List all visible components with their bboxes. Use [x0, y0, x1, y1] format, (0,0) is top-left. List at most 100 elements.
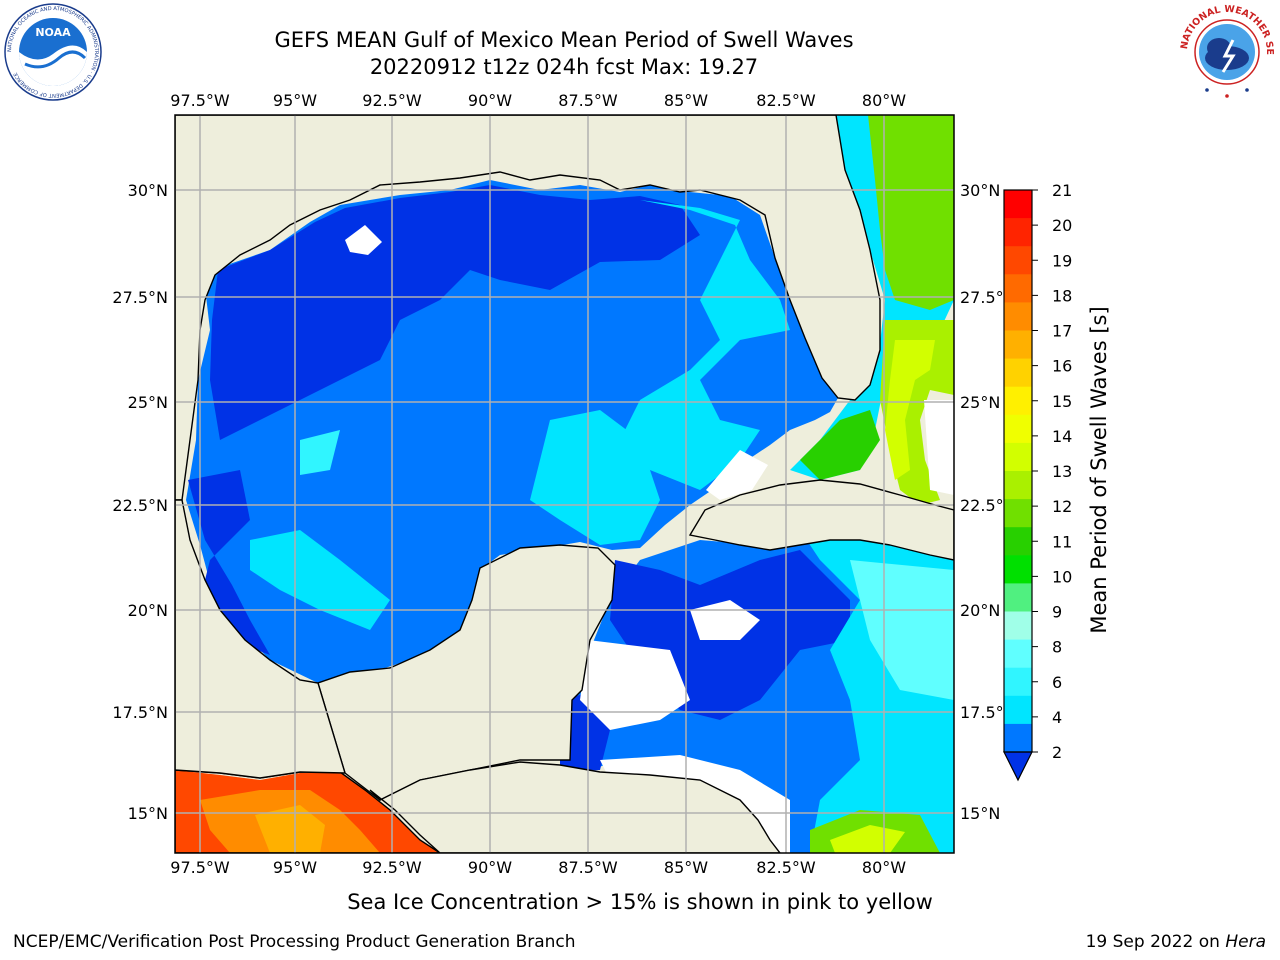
lat-tick-label-right: 27.5°N: [960, 288, 1016, 307]
map-frame: [174, 114, 955, 854]
colorbar-segment: [1004, 274, 1032, 303]
lon-tick-label-bottom: 85°W: [664, 858, 708, 877]
caribbean-lime: [830, 825, 905, 853]
colorbar-segment: [1004, 555, 1032, 584]
lat-tick-label-left: 17.5°N: [112, 703, 168, 722]
caribbean-cyan-light: [850, 560, 954, 700]
lon-tick-label-bottom: 82.5°W: [756, 858, 816, 877]
colorbar-segment: [1004, 218, 1032, 247]
lon-tick-label-bottom: 90°W: [468, 858, 512, 877]
lat-tick-label-left: 27.5°N: [112, 288, 168, 307]
colorbar-extend-arrow: [1003, 751, 1033, 782]
lat-tick-label-right: 22.5°N: [960, 496, 1016, 515]
colorbar-tick-label: 13: [1052, 462, 1072, 481]
colorbar-segment: [1004, 442, 1032, 472]
florida-straits-green: [800, 410, 880, 480]
colorbar-tick-label: 9: [1052, 603, 1062, 622]
colorbar-tick-label: 4: [1052, 708, 1062, 727]
lat-tick-label-right: 30°N: [960, 181, 1000, 200]
missing-patch: [580, 640, 690, 730]
colorbar-tick-label: 20: [1052, 216, 1072, 235]
lat-tick-label-left: 15°N: [128, 804, 168, 823]
lat-tick-label-right: 20°N: [960, 601, 1000, 620]
lon-tick-label-bottom: 80°W: [862, 858, 906, 877]
colorbar-tick-label: 11: [1052, 532, 1072, 551]
colorbar-tick-label: 2: [1052, 743, 1062, 762]
colorbar-segment: [1004, 499, 1032, 528]
lat-tick-label-right: 17.5°N: [960, 703, 1016, 722]
cuba-land: [688, 479, 954, 561]
lat-tick-label-left: 20°N: [128, 601, 168, 620]
colorbar-tick-label: 21: [1052, 181, 1072, 200]
colorbar-segment: [1004, 190, 1032, 219]
lon-tick-label-top: 82.5°W: [756, 91, 816, 110]
colorbar-tick-label: 8: [1052, 638, 1062, 657]
lat-tick-label-left: 22.5°N: [112, 496, 168, 515]
lon-tick-label-top: 87.5°W: [558, 91, 618, 110]
colorbar-segment: [1004, 330, 1032, 360]
lat-tick-label-left: 30°N: [128, 181, 168, 200]
colorbar-segment: [1004, 639, 1032, 669]
colorbar-segment: [1004, 527, 1032, 556]
lon-tick-label-top: 97.5°W: [170, 91, 230, 110]
colorbar-segment: [1004, 695, 1032, 725]
lat-tick-label-right: 15°N: [960, 804, 1000, 823]
footer-branch: NCEP/EMC/Verification Post Processing Pr…: [13, 932, 576, 952]
colorbar-tick-label: 6: [1052, 673, 1062, 692]
colorbar-label: Mean Period of Swell Waves [s]: [1087, 306, 1111, 633]
colorbar-segment: [1004, 414, 1032, 444]
gulf-cyan-east: [620, 200, 790, 490]
colorbar-tick-label: 17: [1052, 322, 1072, 341]
lon-tick-label-bottom: 95°W: [273, 858, 317, 877]
lon-tick-label-top: 92.5°W: [362, 91, 422, 110]
colorbar-segment: [1004, 302, 1032, 331]
colorbar-tick-label: 10: [1052, 567, 1072, 586]
florida-land: [175, 115, 881, 501]
lon-tick-label-top: 85°W: [664, 91, 708, 110]
footer-date-text: 19 Sep 2022 on: [1085, 932, 1226, 952]
colorbar-tick-label: 18: [1052, 286, 1072, 305]
chart-subtitle: 20220912 t12z 024h fcst Max: 19.27: [369, 55, 759, 79]
missing-patch: [345, 225, 382, 255]
footer-host: Hera: [1225, 932, 1266, 952]
pacific-amber: [255, 805, 325, 853]
lat-tick-label-left: 25°N: [128, 393, 168, 412]
atlantic-green: [868, 115, 954, 310]
nws-logo: NATIONAL WEATHER SERVICE: [1177, 2, 1275, 100]
noaa-logo: NOAA NATIONAL OCEANIC AND ATMOSPHERIC AD…: [4, 3, 102, 101]
gulf-cyan-center: [300, 430, 340, 475]
lat-tick-label-right: 25°N: [960, 393, 1000, 412]
mexico-west-land: [175, 499, 346, 779]
lon-tick-label-top: 90°W: [468, 91, 512, 110]
colorbar-segment: [1004, 611, 1032, 641]
gulf-deep-blue: [210, 185, 700, 440]
lon-tick-label-bottom: 87.5°W: [558, 858, 618, 877]
colorbar-segment: [1004, 667, 1032, 697]
lon-tick-label-top: 95°W: [273, 91, 317, 110]
colorbar-tick-label: 12: [1052, 497, 1072, 516]
colorbar-segment: [1004, 723, 1032, 753]
colorbar-tick-label: 19: [1052, 251, 1072, 270]
colorbar-segment: [1004, 246, 1032, 275]
lon-tick-label-top: 80°W: [862, 91, 906, 110]
colorbar-segment: [1004, 386, 1032, 416]
sea-ice-caption: Sea Ice Concentration > 15% is shown in …: [347, 890, 933, 914]
honduras-land: [369, 761, 781, 853]
colorbar: 21 20 19 18 17 16 15 14 13 12 11 10 9 8 6 4 2: [1003, 181, 1072, 782]
svg-text:NOAA: NOAA: [35, 26, 71, 39]
lon-tick-label-bottom: 97.5°W: [170, 858, 230, 877]
chart-title: GEFS MEAN Gulf of Mexico Mean Period of …: [274, 28, 854, 52]
footer-date: 19 Sep 2022 on Hera: [1086, 932, 1266, 952]
colorbar-tick-label: 16: [1052, 357, 1072, 376]
colorbar-segment: [1004, 358, 1032, 388]
gulf-cyan-mid: [530, 410, 660, 545]
lon-tick-label-bottom: 92.5°W: [362, 858, 422, 877]
missing-patch: [924, 400, 954, 495]
atlantic-lime: [885, 340, 935, 480]
colorbar-tick-label: 15: [1052, 392, 1072, 411]
missing-patch: [706, 450, 768, 500]
gulf-cyan-west: [250, 530, 390, 630]
colorbar-tick-label: 14: [1052, 427, 1072, 446]
colorbar-segment: [1004, 583, 1032, 612]
